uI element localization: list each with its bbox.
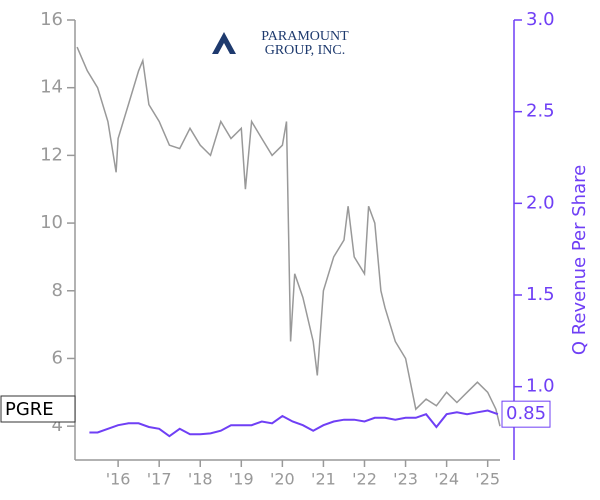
y2-tick-label: 1.5 [526, 284, 555, 305]
y2-tick-label: 2.5 [526, 101, 555, 122]
y2-axis-label: Q Revenue Per Share [569, 165, 590, 355]
x-tick-label: '19 [229, 470, 254, 489]
x-tick-label: '25 [475, 470, 500, 489]
y-tick-label: 4 [52, 415, 63, 436]
x-tick-label: '24 [434, 470, 459, 489]
x-tick-label: '22 [352, 470, 377, 489]
x-tick-label: '18 [188, 470, 213, 489]
logo-text: PARAMOUNT [261, 29, 349, 44]
y-tick-label: 6 [52, 347, 63, 368]
series-label-box [0, 395, 76, 423]
end-label-box [501, 400, 551, 428]
x-tick-label: '17 [147, 470, 172, 489]
x-tick-label: '23 [393, 470, 418, 489]
y-tick-label: 14 [40, 77, 63, 98]
y2-tick-label: 1.0 [526, 376, 555, 397]
data-line [76, 46, 501, 427]
y-tick-label: 16 [40, 9, 63, 30]
y-tick-label: 10 [40, 212, 63, 233]
x-tick-label: '20 [270, 470, 295, 489]
logo-text: GROUP, INC. [265, 43, 346, 58]
x-tick-label: '21 [311, 470, 336, 489]
series-label: PGRE [5, 399, 54, 420]
x-tick-label: '16 [106, 470, 131, 489]
y-tick-label: 8 [52, 280, 63, 301]
logo-mark [212, 32, 236, 54]
y-tick-label: 12 [40, 144, 63, 165]
end-label: 0.85 [506, 403, 546, 424]
y2-tick-label: 2.0 [526, 192, 555, 213]
y2-tick-label: 3.0 [526, 9, 555, 30]
data-line [89, 409, 499, 438]
